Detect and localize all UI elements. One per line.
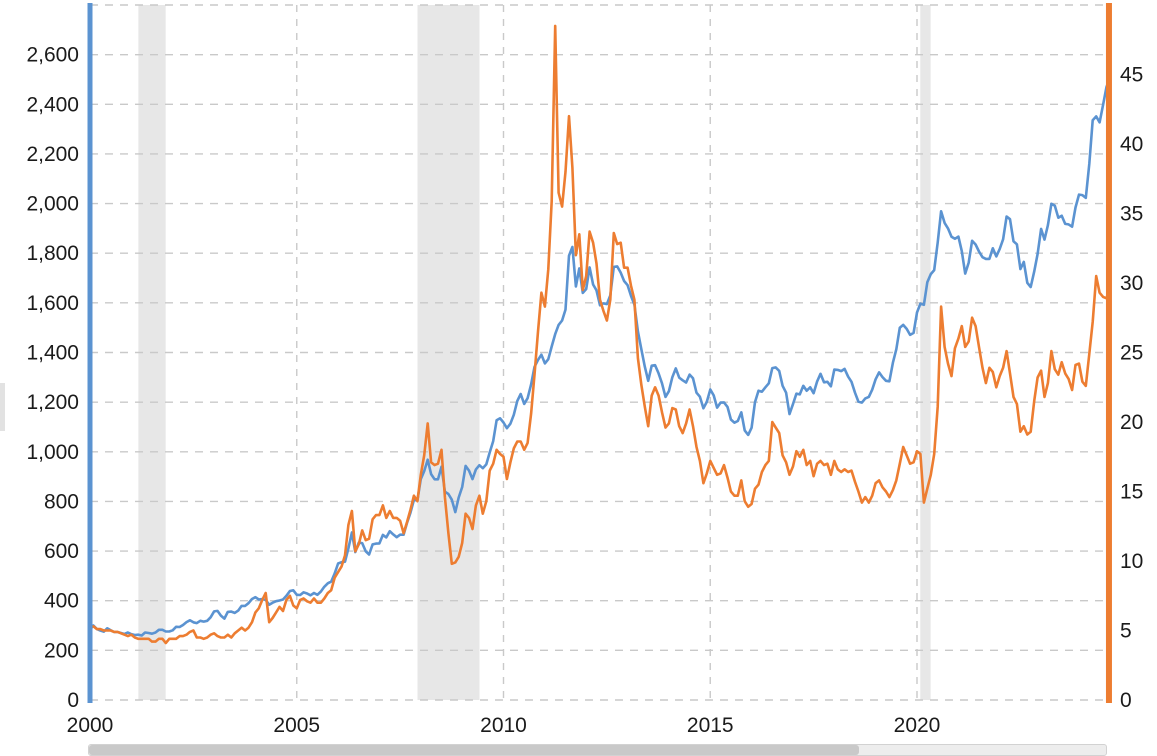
right-axis-tick-label: 40 — [1120, 133, 1143, 156]
left-axis-tick-label: 1,600 — [26, 292, 79, 315]
left-axis-tick-label: 0 — [67, 689, 79, 712]
x-axis-tick-label: 2015 — [687, 714, 734, 737]
x-axis-tick-label: 2010 — [480, 714, 527, 737]
chart-scrollbar-thumb[interactable] — [89, 745, 859, 755]
chart-scrollbar-track[interactable] — [88, 744, 1107, 756]
right-axis-tick-label: 45 — [1120, 64, 1143, 87]
right-axis-tick-label: 0 — [1120, 689, 1132, 712]
right-axis-tick-label: 30 — [1120, 272, 1143, 295]
left-axis-tick-label: 1,000 — [26, 441, 79, 464]
left-axis-tick-label: 2,000 — [26, 193, 79, 216]
right-axis-tick-label: 10 — [1120, 550, 1143, 573]
left-axis-tick-label: 1,200 — [26, 391, 79, 414]
orange-series-right-axis-line — [88, 24, 1112, 645]
left-axis-tick-label: 200 — [44, 639, 79, 662]
left-axis-tick-label: 800 — [44, 490, 79, 513]
right-axis-tick-label: 35 — [1120, 203, 1143, 226]
x-axis-tick-label: 2000 — [67, 714, 114, 737]
left-axis-tick-label: 600 — [44, 540, 79, 563]
x-axis-tick-label: 2005 — [273, 714, 320, 737]
left-axis-tick-label: 1,400 — [26, 342, 79, 365]
right-axis-tick-label: 15 — [1120, 481, 1143, 504]
left-axis-tick-label: 2,400 — [26, 93, 79, 116]
clipped-left-edge-artifact — [0, 383, 5, 431]
left-axis-tick-label: 2,600 — [26, 44, 79, 67]
left-axis-tick-label: 1,800 — [26, 242, 79, 265]
right-axis-tick-label: 25 — [1120, 342, 1143, 365]
recession-band — [920, 5, 931, 700]
right-axis-tick-label: 20 — [1120, 411, 1143, 434]
blue-series-left-axis-line — [88, 75, 1112, 637]
right-axis-tick-label: 5 — [1120, 620, 1132, 643]
x-axis-tick-label: 2020 — [894, 714, 941, 737]
left-axis-tick-label: 400 — [44, 590, 79, 613]
left-axis-tick-label: 2,200 — [26, 143, 79, 166]
